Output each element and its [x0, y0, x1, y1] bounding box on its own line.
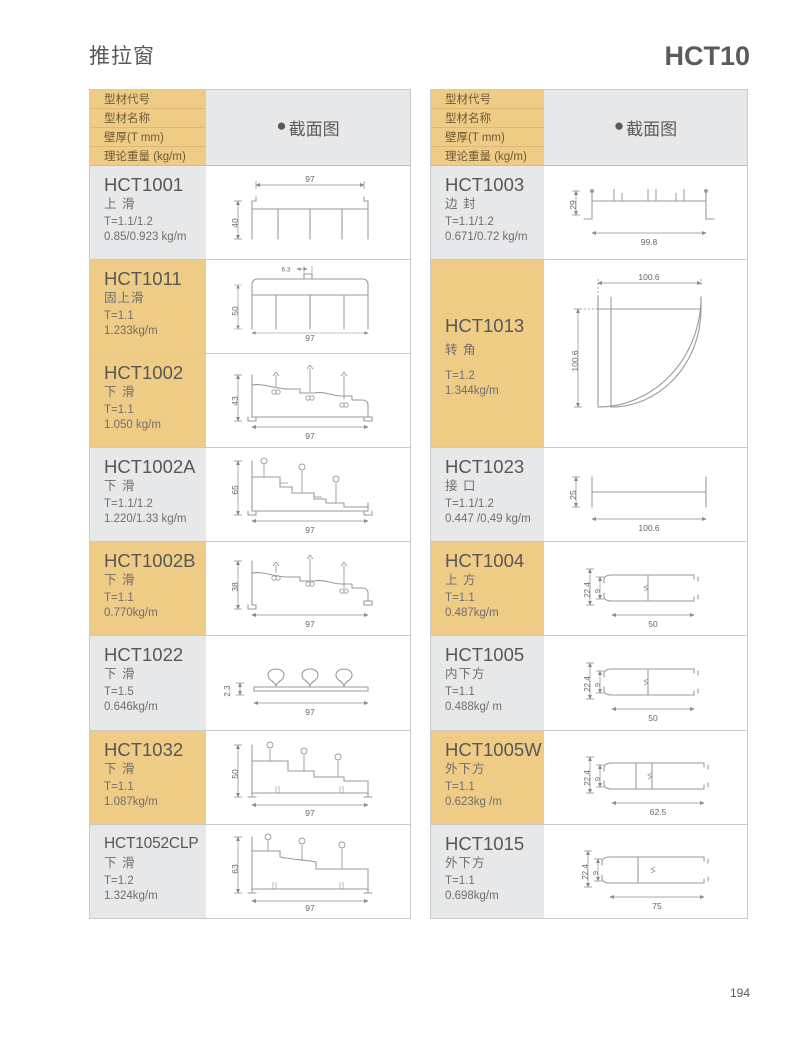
svg-text:25: 25 [568, 490, 578, 500]
svg-text:97: 97 [305, 431, 315, 441]
svg-text:97: 97 [305, 903, 315, 913]
svg-text:9: 9 [591, 871, 600, 875]
svg-text:9: 9 [593, 777, 602, 781]
svg-text:9: 9 [593, 589, 602, 593]
svg-text:40: 40 [230, 218, 240, 228]
svg-text:65: 65 [230, 485, 240, 495]
svg-text:63: 63 [230, 864, 240, 874]
svg-text:97: 97 [305, 619, 315, 629]
svg-text:22.4: 22.4 [581, 864, 590, 880]
svg-text:38: 38 [230, 582, 240, 592]
svg-text:22.4: 22.4 [583, 582, 592, 598]
svg-text:97: 97 [305, 707, 315, 717]
svg-text:97: 97 [305, 333, 315, 343]
svg-text:6.3: 6.3 [281, 266, 290, 273]
svg-text:100.6: 100.6 [570, 350, 580, 372]
svg-text:99.8: 99.8 [640, 237, 657, 247]
svg-text:50: 50 [230, 769, 240, 779]
svg-text:50: 50 [648, 713, 658, 723]
svg-text:9: 9 [593, 683, 602, 687]
svg-text:2.3: 2.3 [223, 685, 232, 697]
svg-text:43: 43 [230, 396, 240, 406]
svg-text:75: 75 [652, 901, 662, 911]
svg-text:29: 29 [568, 200, 578, 210]
svg-text:97: 97 [305, 525, 315, 535]
svg-text:100.6: 100.6 [638, 272, 660, 282]
svg-text:22.4: 22.4 [583, 676, 592, 692]
svg-text:97: 97 [305, 174, 315, 184]
svg-text:97: 97 [305, 808, 315, 818]
svg-text:22.4: 22.4 [583, 770, 592, 786]
svg-text:100.6: 100.6 [638, 523, 660, 533]
svg-text:62.5: 62.5 [649, 807, 666, 817]
svg-text:50: 50 [230, 306, 240, 316]
svg-text:50: 50 [648, 619, 658, 629]
